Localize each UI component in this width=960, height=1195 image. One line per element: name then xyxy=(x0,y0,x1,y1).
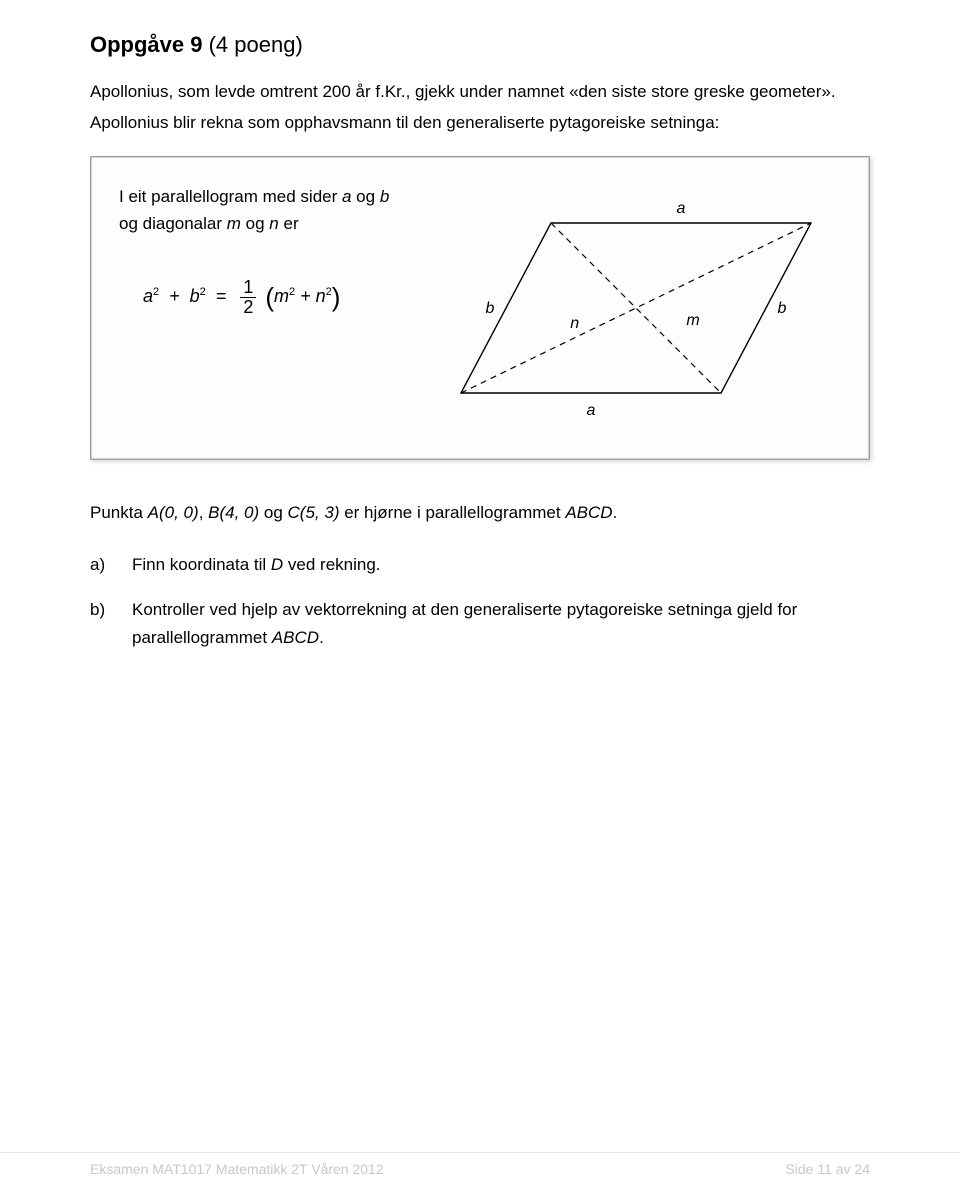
point-a: A(0, 0) xyxy=(148,503,199,522)
theorem-n: n xyxy=(269,214,278,233)
svg-text:a: a xyxy=(677,200,686,217)
formula-rparen: ) xyxy=(332,282,341,312)
svg-text:b: b xyxy=(778,300,787,317)
question-b-period: . xyxy=(319,628,324,647)
formula-half-num: 1 xyxy=(240,278,256,298)
theorem-text: I eit parallellogram med sider a og b og… xyxy=(119,183,389,319)
formula-b: b xyxy=(190,286,200,306)
task-points: (4 poeng) xyxy=(209,32,303,57)
task-header: Oppgåve 9 (4 poeng) xyxy=(90,30,870,61)
intro-line-1: Apollonius, som levde omtrent 200 år f.K… xyxy=(90,79,870,105)
question-a: a) Finn koordinata til D ved rekning. xyxy=(90,551,870,578)
footer-right: Side 11 av 24 xyxy=(785,1161,870,1177)
theorem-line1-pre: I eit parallellogram med sider xyxy=(119,187,342,206)
svg-text:b: b xyxy=(486,300,495,317)
svg-text:n: n xyxy=(570,315,579,332)
point-b: B(4, 0) xyxy=(208,503,259,522)
formula-lparen: ( xyxy=(265,282,274,312)
points-post: er hjørne i parallellogrammet xyxy=(340,503,566,522)
question-b-abcd: ABCD xyxy=(272,628,319,647)
question-a-d: D xyxy=(271,555,283,574)
formula-a: a xyxy=(143,286,153,306)
question-b: b) Kontroller ved hjelp av vektorrekning… xyxy=(90,596,870,650)
svg-text:a: a xyxy=(587,402,596,419)
theorem-formula: a2 + b2 = 1 2 (m2 + n2) xyxy=(143,277,389,319)
theorem-m: m xyxy=(227,214,241,233)
formula-m: m xyxy=(274,286,289,306)
question-b-pre: Kontroller ved hjelp av vektorrekning at… xyxy=(132,600,797,646)
points-period: . xyxy=(613,503,618,522)
question-a-pre: Finn koordinata til xyxy=(132,555,271,574)
theorem-box: I eit parallellogram med sider a og b og… xyxy=(90,156,870,460)
theorem-line1-mid: og xyxy=(351,187,379,206)
parallelogram-diagram: a a b b n m xyxy=(419,183,841,433)
question-a-post: ved rekning. xyxy=(283,555,380,574)
theorem-line2-mid: og xyxy=(241,214,269,233)
formula-half: 1 2 xyxy=(240,278,256,317)
points-sep1: , xyxy=(199,503,208,522)
question-a-label: a) xyxy=(90,551,132,578)
page-footer: Eksamen MAT1017 Matematikk 2T Våren 2012… xyxy=(0,1152,960,1177)
formula-n: n xyxy=(316,286,326,306)
points-mid: og xyxy=(259,503,287,522)
points-line: Punkta A(0, 0), B(4, 0) og C(5, 3) er hj… xyxy=(90,500,870,526)
theorem-line2-pre: og diagonalar xyxy=(119,214,227,233)
theorem-b: b xyxy=(380,187,389,206)
intro-line-2: Apollonius blir rekna som opphavsmann ti… xyxy=(90,110,870,136)
question-b-label: b) xyxy=(90,596,132,650)
theorem-line2-suf: er xyxy=(279,214,299,233)
task-number: Oppgåve 9 xyxy=(90,32,202,57)
points-abcd: ABCD xyxy=(565,503,612,522)
formula-half-den: 2 xyxy=(240,298,256,317)
svg-text:m: m xyxy=(686,312,699,329)
points-pre: Punkta xyxy=(90,503,148,522)
point-c: C(5, 3) xyxy=(288,503,340,522)
footer-left: Eksamen MAT1017 Matematikk 2T Våren 2012 xyxy=(90,1161,384,1177)
